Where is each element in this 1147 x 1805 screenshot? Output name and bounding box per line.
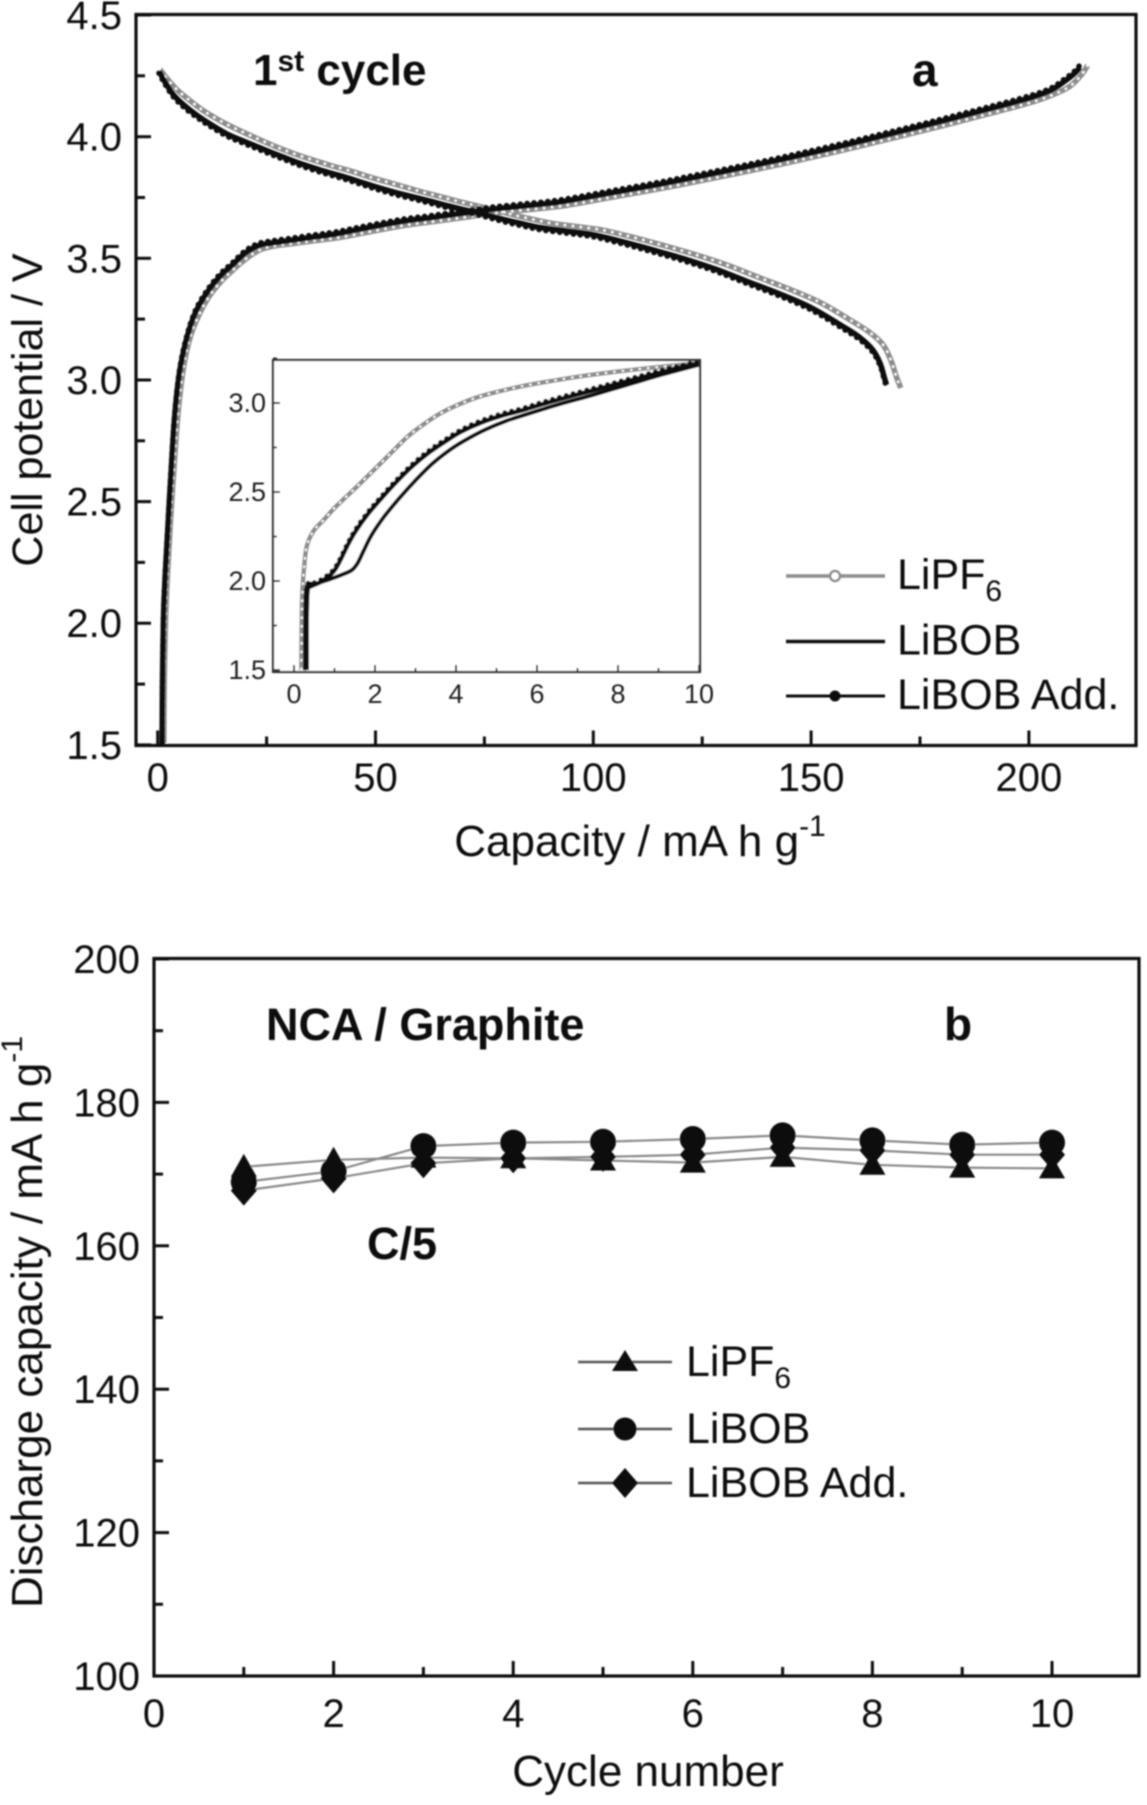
svg-text:2.0: 2.0 [66,602,122,646]
svg-text:LiBOB: LiBOB [897,617,1021,665]
svg-text:100: 100 [560,756,627,800]
svg-text:1.5: 1.5 [228,655,266,685]
svg-text:3.0: 3.0 [228,388,266,418]
svg-text:NCA / Graphite: NCA / Graphite [266,999,584,1050]
svg-text:140: 140 [73,1368,140,1412]
svg-text:4.5: 4.5 [66,0,122,38]
svg-text:180: 180 [73,1081,140,1125]
svg-text:6: 6 [682,1692,704,1736]
svg-text:4: 4 [448,679,463,709]
svg-text:160: 160 [73,1225,140,1269]
svg-text:0: 0 [143,1692,165,1736]
svg-text:200: 200 [73,938,140,982]
svg-text:0: 0 [286,679,301,709]
svg-text:200: 200 [996,756,1063,800]
svg-text:Cell potential / V: Cell potential / V [4,253,52,566]
svg-text:150: 150 [778,756,845,800]
svg-text:C/5: C/5 [367,1218,437,1269]
svg-text:2.5: 2.5 [66,481,122,525]
svg-text:4.0: 4.0 [66,116,122,160]
svg-text:10: 10 [1030,1692,1075,1736]
svg-text:3.0: 3.0 [66,359,122,403]
svg-text:3.5: 3.5 [66,237,122,281]
svg-text:b: b [944,998,972,1050]
svg-text:LiBOB: LiBOB [686,1405,810,1453]
svg-text:8: 8 [861,1692,883,1736]
svg-text:1.5: 1.5 [66,724,122,768]
svg-text:50: 50 [353,756,398,800]
svg-text:2: 2 [322,1692,344,1736]
svg-text:Discharge capacity / mA h g-1: Discharge capacity / mA h g-1 [0,1036,52,1608]
svg-text:4: 4 [502,1692,524,1736]
svg-text:2.0: 2.0 [228,566,266,596]
svg-text:LiPF6: LiPF6 [686,1338,791,1395]
svg-text:Capacity / mA h g-1: Capacity / mA h g-1 [454,810,826,866]
svg-text:2.5: 2.5 [228,477,266,507]
svg-text:2: 2 [367,679,382,709]
svg-text:100: 100 [73,1655,140,1699]
svg-text:Cycle number: Cycle number [512,1747,783,1796]
svg-text:LiBOB Add.: LiBOB Add. [897,671,1119,719]
svg-text:6: 6 [529,679,544,709]
svg-text:120: 120 [73,1512,140,1556]
svg-text:LiBOB Add.: LiBOB Add. [686,1459,908,1507]
svg-text:a: a [912,44,938,96]
svg-text:0: 0 [147,756,169,800]
svg-text:10: 10 [684,679,714,709]
svg-text:LiPF6: LiPF6 [897,551,1002,608]
svg-text:8: 8 [610,679,625,709]
